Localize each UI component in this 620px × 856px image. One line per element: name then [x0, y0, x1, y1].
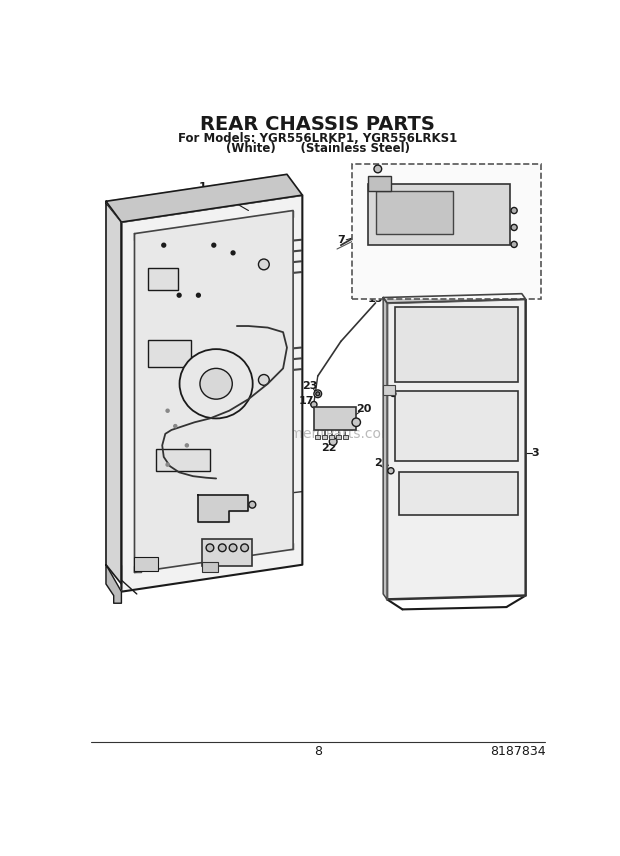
Bar	[376, 191, 453, 234]
Bar	[148, 268, 177, 290]
Text: 12: 12	[376, 188, 391, 199]
Bar	[329, 436, 334, 439]
Text: 5: 5	[260, 543, 268, 553]
Text: 20: 20	[356, 404, 371, 414]
Bar	[395, 391, 518, 461]
Text: 14: 14	[379, 165, 395, 175]
Circle shape	[166, 463, 169, 467]
Ellipse shape	[200, 368, 232, 399]
Circle shape	[229, 544, 237, 551]
Text: 7: 7	[337, 235, 345, 245]
Bar	[395, 306, 518, 383]
Bar	[314, 407, 356, 430]
Circle shape	[241, 544, 249, 551]
Circle shape	[352, 418, 360, 426]
Circle shape	[231, 251, 235, 255]
Text: (White)      (Stainless Steel): (White) (Stainless Steel)	[226, 142, 410, 156]
Bar	[316, 436, 320, 439]
Circle shape	[511, 241, 517, 247]
Bar	[383, 385, 395, 395]
Text: 17: 17	[298, 396, 314, 407]
Circle shape	[249, 502, 256, 508]
Bar	[322, 436, 327, 439]
Text: 13: 13	[507, 192, 522, 202]
Ellipse shape	[180, 349, 253, 419]
Bar	[343, 436, 348, 439]
Circle shape	[177, 294, 181, 297]
Polygon shape	[198, 496, 249, 522]
Bar	[399, 473, 518, 514]
Circle shape	[391, 391, 396, 396]
Circle shape	[174, 425, 177, 428]
Circle shape	[311, 401, 317, 407]
Text: 8187834: 8187834	[490, 746, 546, 758]
Bar	[368, 175, 391, 191]
Bar	[336, 436, 341, 439]
Circle shape	[374, 165, 382, 173]
Text: 8: 8	[314, 746, 322, 758]
Polygon shape	[122, 195, 303, 591]
Polygon shape	[383, 294, 526, 303]
Circle shape	[511, 207, 517, 214]
Polygon shape	[106, 203, 122, 584]
Text: 15: 15	[368, 294, 383, 304]
Circle shape	[212, 243, 216, 247]
Bar	[135, 557, 157, 571]
Bar	[156, 449, 210, 471]
Polygon shape	[383, 298, 387, 599]
Circle shape	[314, 390, 322, 398]
Text: 19: 19	[262, 508, 278, 518]
Polygon shape	[106, 565, 122, 603]
Circle shape	[166, 409, 169, 413]
Circle shape	[259, 375, 269, 385]
Circle shape	[218, 544, 226, 551]
Polygon shape	[387, 299, 526, 599]
Text: 23: 23	[303, 381, 317, 391]
Text: eReplacementParts.com: eReplacementParts.com	[226, 427, 394, 441]
Circle shape	[316, 392, 320, 395]
Text: REAR CHASSIS PARTS: REAR CHASSIS PARTS	[200, 115, 435, 134]
Polygon shape	[135, 211, 293, 573]
Bar	[148, 340, 191, 367]
Bar	[368, 183, 510, 245]
Circle shape	[511, 224, 517, 230]
Circle shape	[197, 294, 200, 297]
Text: 21: 21	[374, 458, 389, 468]
Text: For Models: YGR556LRKP1, YGR556LRKS1: For Models: YGR556LRKP1, YGR556LRKS1	[178, 132, 458, 145]
Text: 3: 3	[531, 448, 539, 458]
Circle shape	[388, 467, 394, 474]
Text: 1: 1	[198, 182, 206, 193]
Circle shape	[162, 243, 166, 247]
Circle shape	[185, 443, 188, 447]
Text: 11: 11	[262, 490, 278, 501]
Bar	[202, 562, 218, 572]
Text: 22: 22	[322, 443, 337, 453]
Bar	[352, 164, 541, 299]
Circle shape	[206, 544, 214, 551]
Polygon shape	[106, 175, 303, 222]
Circle shape	[329, 437, 337, 445]
Circle shape	[259, 259, 269, 270]
Bar	[202, 539, 252, 567]
